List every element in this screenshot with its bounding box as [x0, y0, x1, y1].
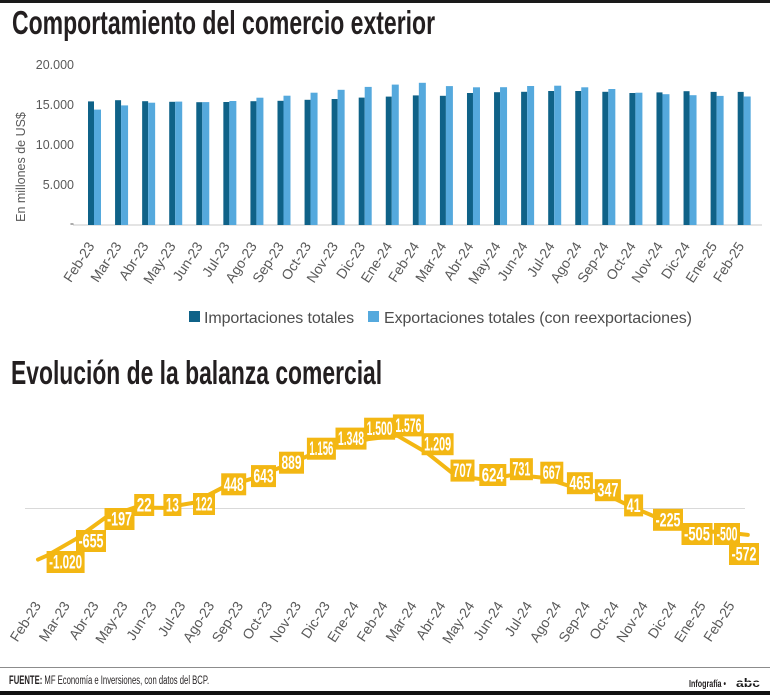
svg-text:-: - — [70, 217, 74, 231]
svg-text:Mar-23: Mar-23 — [35, 598, 73, 644]
svg-text:347: 347 — [597, 480, 618, 502]
svg-text:1.156: 1.156 — [309, 438, 333, 460]
svg-text:22: 22 — [137, 495, 152, 517]
svg-text:-197: -197 — [107, 509, 132, 531]
svg-text:1.348: 1.348 — [338, 428, 364, 450]
svg-text:-500: -500 — [717, 524, 738, 546]
svg-text:15.000: 15.000 — [36, 98, 74, 112]
svg-text:624: 624 — [482, 465, 504, 487]
svg-text:889: 889 — [282, 452, 302, 474]
svg-text:-1.020: -1.020 — [49, 552, 82, 574]
svg-text:10.000: 10.000 — [36, 138, 74, 152]
svg-text:1.576: 1.576 — [395, 415, 421, 437]
svg-text:Jun-24: Jun-24 — [470, 598, 507, 643]
svg-text:707: 707 — [453, 460, 472, 482]
svg-text:5.000: 5.000 — [43, 178, 74, 192]
svg-text:En millones de US$: En millones de US$ — [14, 112, 28, 222]
svg-text:20.000: 20.000 — [36, 58, 74, 72]
svg-text:1.209: 1.209 — [424, 434, 451, 456]
svg-text:-655: -655 — [79, 531, 104, 553]
svg-text:41: 41 — [627, 495, 641, 517]
svg-text:-225: -225 — [656, 509, 681, 531]
svg-text:-505: -505 — [684, 524, 710, 546]
svg-text:-572: -572 — [732, 544, 757, 566]
svg-text:122: 122 — [196, 494, 213, 516]
svg-text:731: 731 — [512, 459, 530, 481]
svg-text:448: 448 — [224, 474, 244, 496]
svg-text:Feb-25: Feb-25 — [700, 598, 738, 644]
svg-text:667: 667 — [543, 462, 561, 484]
svg-text:Jun-23: Jun-23 — [123, 598, 160, 643]
svg-text:1.500: 1.500 — [367, 418, 393, 440]
svg-text:13: 13 — [166, 495, 179, 517]
svg-text:643: 643 — [254, 466, 274, 488]
svg-text:465: 465 — [569, 473, 590, 495]
